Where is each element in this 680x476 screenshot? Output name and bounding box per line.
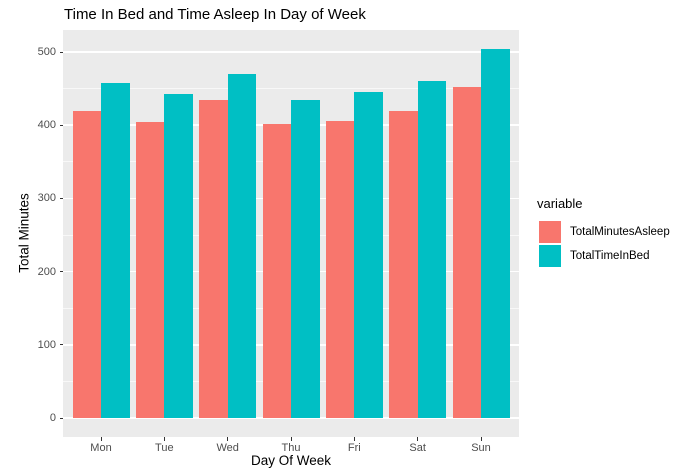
bar-TotalTimeInBed-Sat: [417, 81, 447, 418]
y-tick-label: 200: [37, 265, 56, 278]
x-tick-mark: [290, 437, 292, 441]
y-tick-mark: [59, 344, 63, 346]
y-tick-mark: [59, 124, 63, 126]
x-tick-label: Sun: [471, 442, 491, 454]
bar-TotalMinutesAsleep-Fri: [325, 121, 355, 418]
bar-TotalMinutesAsleep-Sun: [452, 86, 481, 418]
bar-TotalTimeInBed-Sun: [481, 49, 510, 418]
x-tick-mark: [163, 437, 165, 441]
bar-TotalMinutesAsleep-Thu: [262, 124, 291, 418]
y-tick-mark: [59, 417, 63, 419]
y-tick-label: 500: [37, 46, 56, 58]
x-tick-mark: [480, 437, 482, 441]
y-tick-label: 0: [49, 412, 56, 424]
legend-label: TotalMinutesAsleep: [570, 225, 670, 238]
legend-swatch-totaltimeinbed: [539, 244, 561, 267]
y-tick-mark: [59, 271, 63, 273]
x-axis-title: Day Of Week: [250, 453, 332, 468]
legend-title: variable: [537, 196, 583, 211]
bar-TotalTimeInBed-Fri: [354, 92, 383, 418]
x-tick-mark: [417, 437, 419, 441]
legend-items: TotalMinutesAsleep TotalTimeInBed: [537, 220, 670, 267]
legend-item: TotalMinutesAsleep: [537, 220, 670, 243]
y-tick-mark: [59, 51, 63, 53]
plot-panel: [63, 30, 519, 437]
bar-TotalTimeInBed-Thu: [291, 99, 320, 418]
bar-TotalMinutesAsleep-Sat: [389, 111, 418, 418]
gridline-major: [63, 417, 519, 419]
legend-label: TotalTimeInBed: [570, 249, 650, 262]
gridline-minor: [63, 88, 519, 90]
gridline-major: [63, 51, 519, 53]
chart-title: Time In Bed and Time Asleep In Day of We…: [64, 6, 366, 23]
x-tick-label: Mon: [90, 442, 112, 454]
y-tick-label: 300: [37, 192, 56, 205]
bar-TotalMinutesAsleep-Tue: [135, 121, 165, 418]
bar-TotalMinutesAsleep-Mon: [72, 110, 101, 418]
legend-item: TotalTimeInBed: [537, 244, 670, 267]
y-tick-mark: [59, 197, 63, 199]
y-tick-label: 400: [37, 119, 56, 132]
bar-TotalMinutesAsleep-Wed: [199, 99, 228, 418]
bar-TotalTimeInBed-Wed: [227, 73, 257, 418]
bar-TotalTimeInBed-Tue: [164, 93, 193, 418]
legend-swatch-totalminutesasleep: [539, 220, 561, 243]
x-tick-label: Wed: [216, 442, 239, 454]
x-tick-mark: [227, 437, 229, 441]
x-tick-label: Thu: [281, 442, 301, 454]
x-tick-mark: [353, 437, 355, 441]
x-tick-label: Sat: [409, 442, 426, 454]
bar-TotalTimeInBed-Mon: [101, 83, 130, 418]
y-tick-label: 100: [37, 338, 56, 351]
x-tick-mark: [100, 437, 102, 441]
x-tick-label: Fri: [347, 442, 361, 454]
legend: variable TotalMinutesAsleep TotalTimeInB…: [537, 196, 670, 268]
x-tick-label: Tue: [155, 442, 174, 454]
